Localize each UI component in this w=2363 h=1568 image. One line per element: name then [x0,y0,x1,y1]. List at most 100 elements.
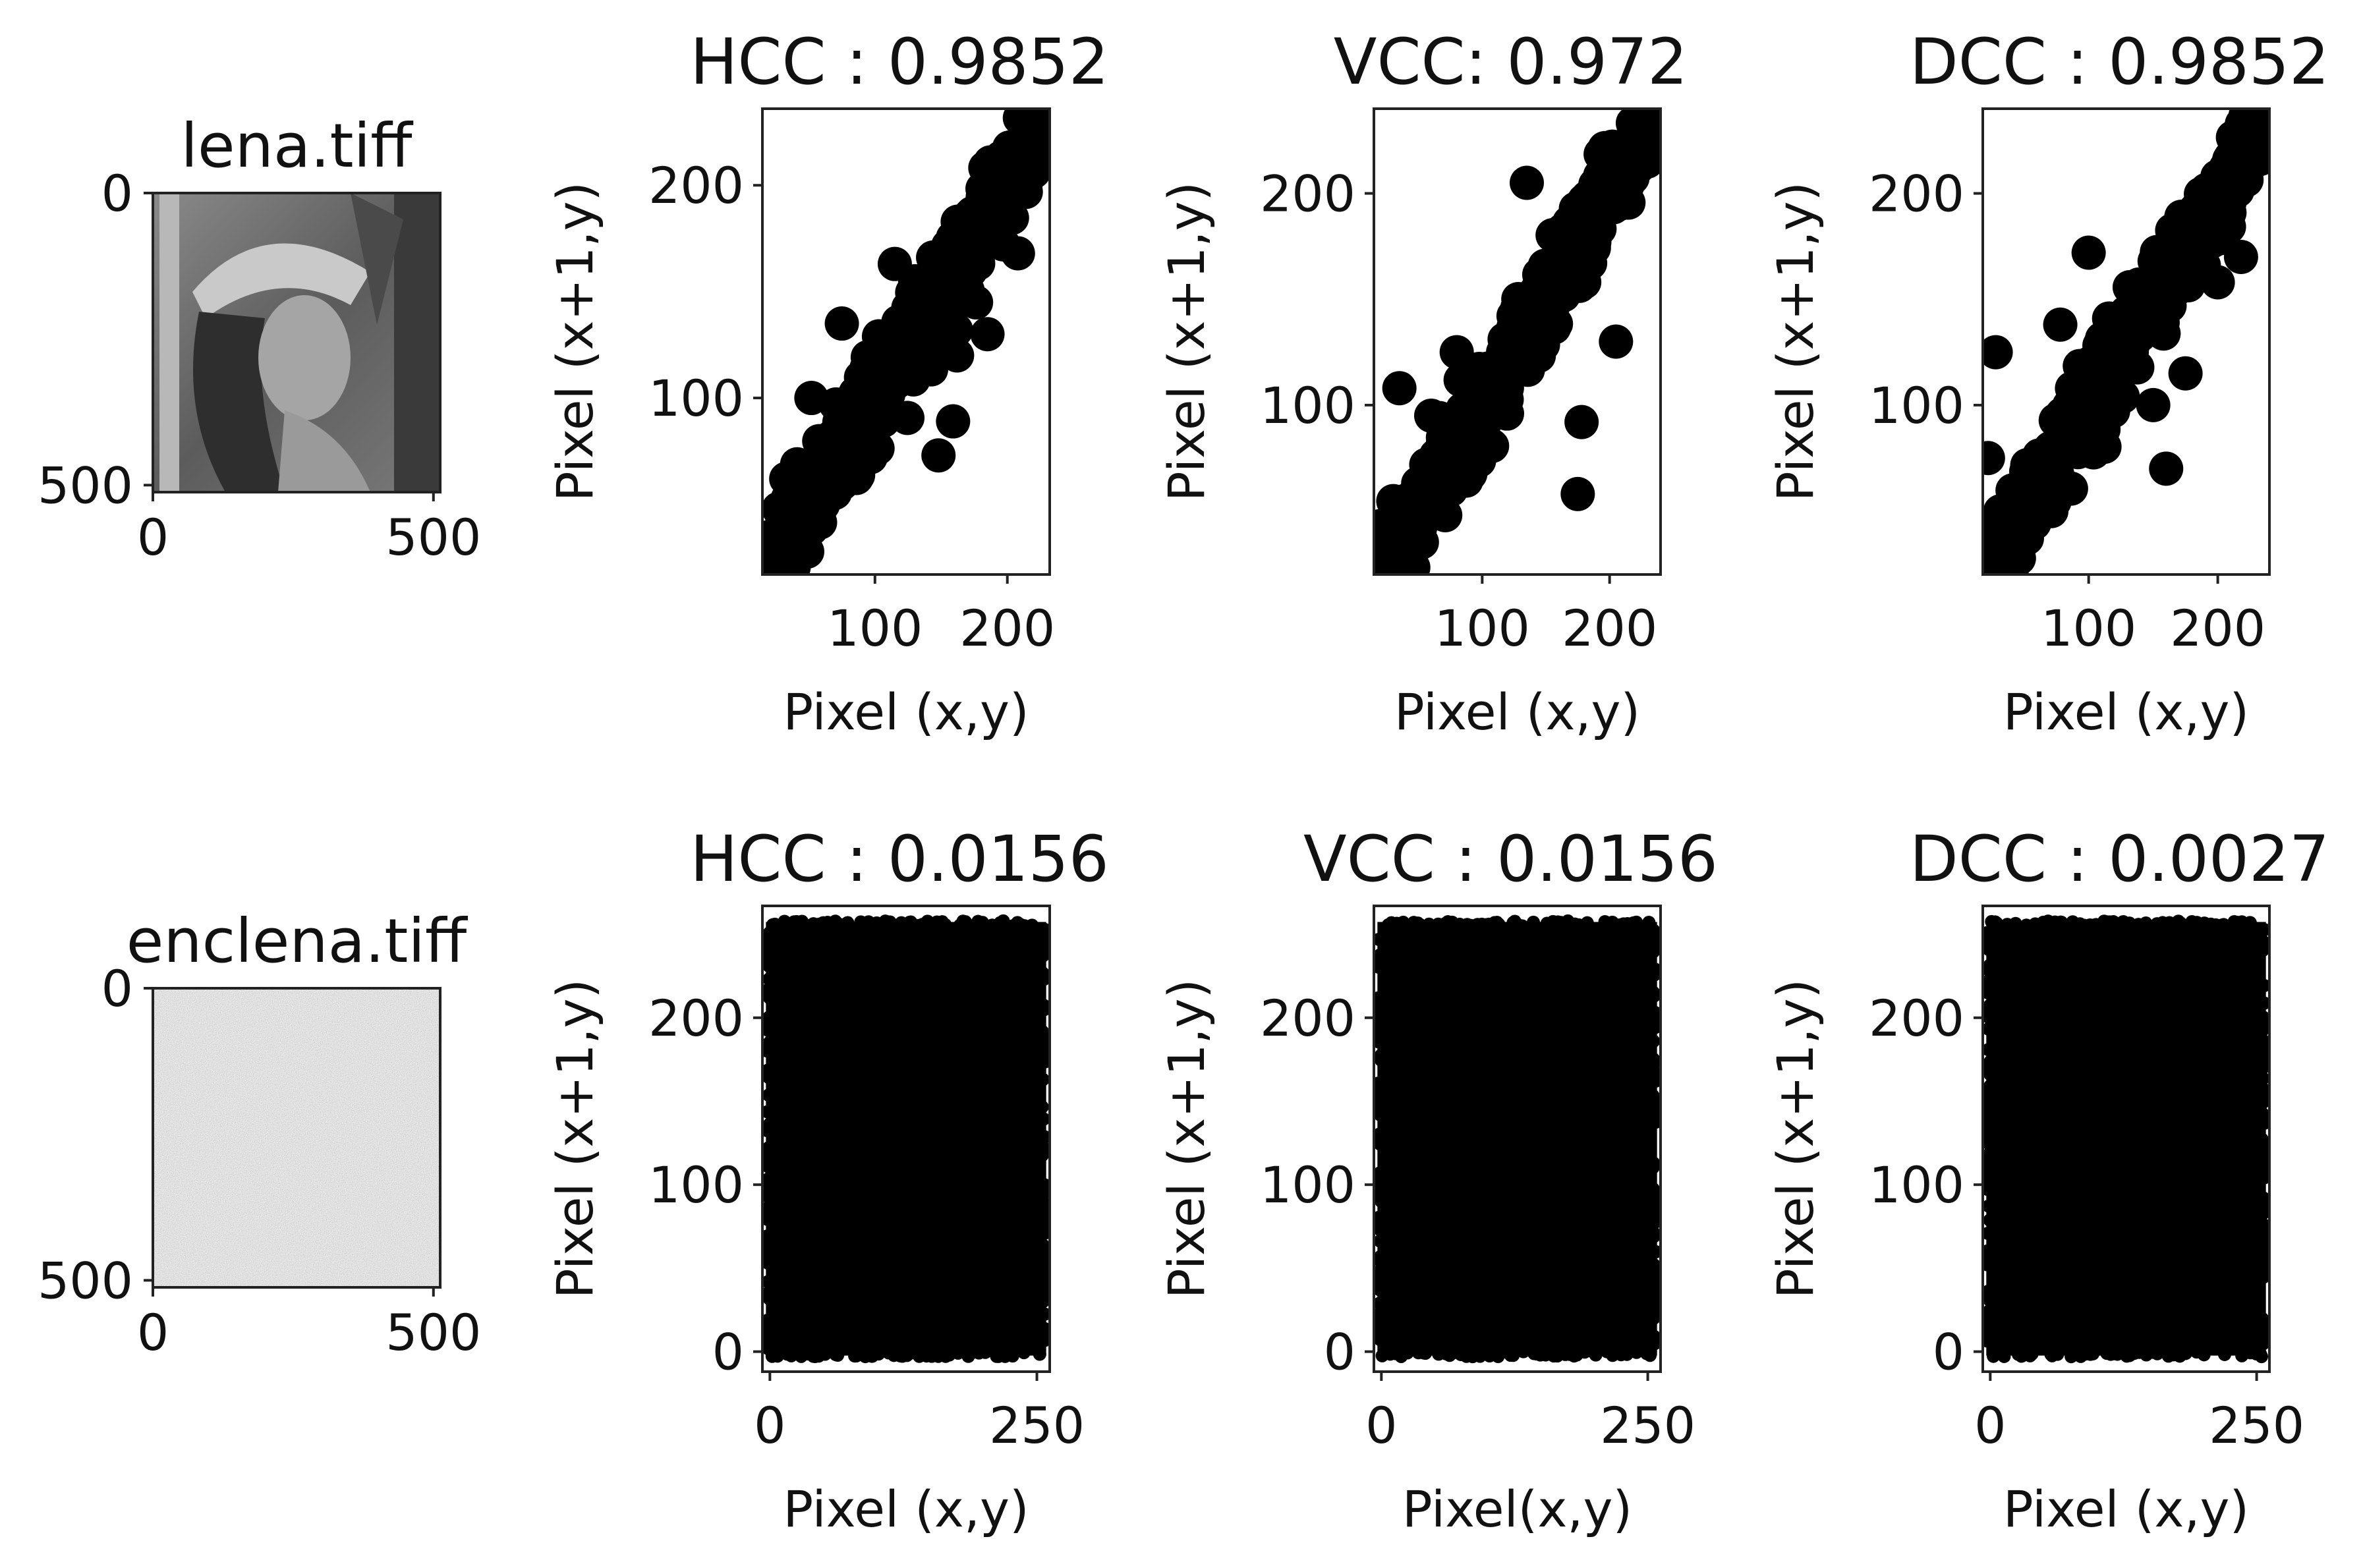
axes-frame [1981,107,2271,576]
point [954,1345,968,1359]
x-tick-label: 200 [959,599,1055,658]
point [1983,1150,1995,1163]
outlier-point [1624,134,1659,169]
point [1038,1226,1050,1240]
outlier-point [936,404,971,439]
point [1616,917,1630,931]
axes-frame [1373,107,1662,576]
outlier-point [2149,451,2184,486]
point [2045,1349,2059,1362]
y-axis-label: Pixel (x+1,y) [546,182,604,501]
point [897,332,932,367]
point [1649,1245,1661,1259]
outlier-point [2136,387,2171,422]
x-tick-label: 100 [1435,599,1530,658]
point [1983,1126,1994,1140]
point [1374,1297,1386,1310]
point [812,918,826,932]
point [921,269,955,304]
point [1565,1346,1579,1360]
point [1547,1349,1560,1363]
point [1037,1050,1050,1064]
point [1037,1210,1050,1224]
point [1036,1073,1050,1086]
x-tick-label: 250 [989,1396,1085,1455]
point [796,1347,810,1360]
point [2008,454,2043,489]
point [871,918,885,932]
point [2087,430,2122,464]
point [1983,999,1997,1013]
point [1037,1295,1050,1308]
point [762,1011,776,1024]
point [2015,1349,2029,1362]
point [2258,1041,2269,1055]
outlier-point [921,438,956,473]
x-tick-label: 250 [2209,1396,2304,1455]
image-frame [152,192,441,493]
point [1649,934,1661,948]
x-axis-label: Pixel (x,y) [1394,683,1640,741]
point [2256,1231,2269,1245]
point [762,1105,774,1119]
point [762,1314,774,1328]
point [1984,506,2019,541]
x-axis-label: Pixel (x,y) [2003,1480,2249,1538]
point [1647,1021,1661,1035]
point [1037,1263,1050,1277]
hat [192,243,370,318]
point [2171,1348,2184,1362]
point [1037,1196,1050,1210]
point [1394,1346,1408,1360]
point [1983,959,1997,972]
x-tick-label: 100 [2041,599,2136,658]
x-tick-label: 0 [137,1303,169,1362]
point [1647,1258,1661,1272]
point [1983,1063,1995,1077]
point [1038,1322,1050,1335]
point [762,939,776,953]
point [1983,1086,1995,1100]
point [2107,1345,2121,1359]
hair [193,312,285,492]
point [2235,1349,2249,1362]
x-tick-label: 500 [385,1303,481,1362]
outlier-point [2168,356,2203,391]
outlier-point [940,338,975,373]
y-tick-label: 500 [38,456,133,515]
point [1506,1349,1520,1362]
point [1380,521,1415,556]
x-tick-label: 200 [1562,599,1657,658]
point [762,1287,774,1301]
point [834,399,868,434]
outlier-point [769,461,804,496]
point [2258,996,2269,1010]
outlier-point [2071,235,2106,270]
point [2256,1071,2269,1085]
x-tick-label: 100 [827,599,923,658]
outlier-point [1000,236,1035,271]
y-tick-label: 200 [648,989,744,1048]
outlier-point [957,227,992,262]
point [812,1347,826,1361]
point [1384,916,1398,930]
point [1483,1345,1496,1359]
point [1016,132,1050,167]
point [1516,1345,1530,1358]
point [1983,1332,1994,1346]
point [762,1066,774,1080]
point [762,1088,776,1102]
point [1983,1304,1997,1318]
point [1374,1173,1388,1187]
y-tick-label: 0 [712,1323,744,1382]
outlier-point [1414,398,1448,433]
point [778,488,813,523]
y-tick-label: 0 [1324,1323,1355,1382]
point [1033,1347,1046,1361]
point [1039,1253,1050,1267]
point [1983,1214,1997,1227]
point [787,915,801,929]
axes-frame [1373,905,1662,1373]
point [1978,588,2012,623]
x-axis-label: Pixel (x,y) [783,1480,1029,1538]
